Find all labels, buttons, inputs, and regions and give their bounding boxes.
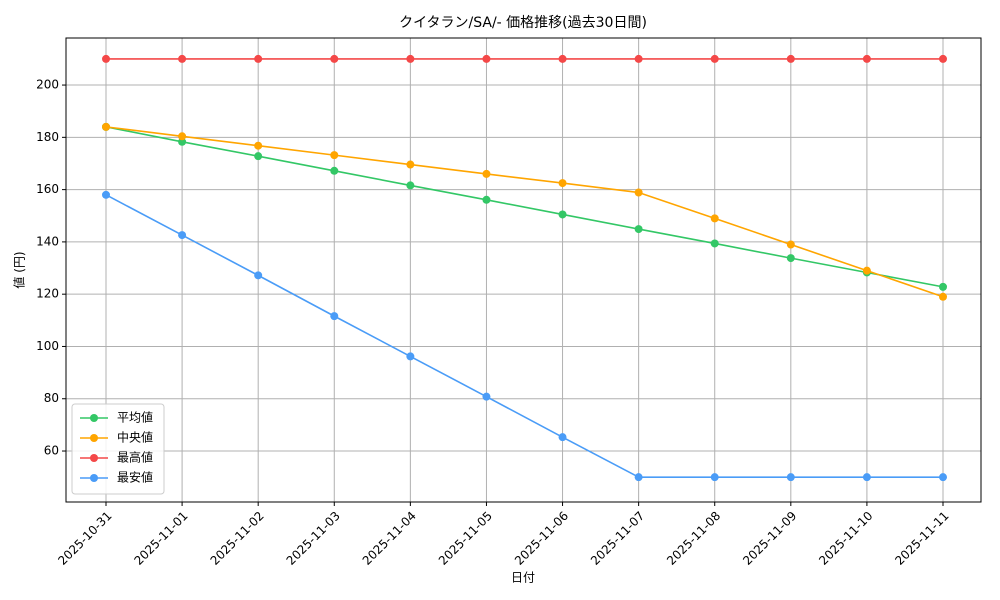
data-point — [406, 54, 415, 63]
legend-box — [71, 403, 165, 495]
legend-label: 平均値 — [117, 410, 153, 425]
data-point — [634, 54, 643, 63]
y-tick-label: 140 — [36, 234, 59, 248]
series-line — [105, 126, 944, 288]
plot-frame — [65, 37, 982, 503]
data-point — [786, 473, 795, 482]
data-point — [939, 54, 947, 63]
data-point — [634, 225, 643, 234]
data-point — [939, 282, 947, 291]
data-point — [254, 152, 263, 161]
data-point — [862, 473, 871, 482]
data-point — [254, 54, 263, 63]
x-axis-label: 日付 — [511, 571, 535, 585]
series-line — [105, 194, 943, 478]
legend-marker — [90, 434, 98, 442]
y-tick-label: 100 — [36, 339, 59, 353]
legend-label: 最安値 — [117, 470, 153, 485]
legend-label: 中央値 — [117, 430, 153, 445]
y-tick-label: 120 — [36, 287, 59, 301]
data-point — [102, 54, 110, 63]
data-point — [862, 266, 871, 275]
data-point — [482, 392, 491, 401]
data-point — [558, 210, 567, 219]
data-point — [330, 151, 339, 160]
data-point — [406, 181, 415, 190]
data-point — [558, 54, 567, 63]
data-point — [710, 239, 719, 248]
data-point — [558, 179, 567, 188]
legend-marker — [90, 454, 98, 462]
data-point — [178, 54, 187, 63]
chart-title: クイタラン/SA/- 価格推移(過去30日間) — [399, 15, 647, 31]
legend-marker — [90, 474, 98, 482]
data-point — [102, 122, 110, 131]
data-point — [254, 271, 263, 280]
data-point — [178, 231, 187, 240]
data-point — [634, 473, 643, 482]
data-point — [254, 141, 263, 150]
data-point — [939, 292, 947, 301]
data-point — [634, 188, 643, 197]
data-point — [330, 166, 339, 175]
data-point — [482, 195, 491, 204]
legend-marker — [90, 414, 98, 422]
data-point — [330, 54, 339, 63]
data-point — [710, 473, 719, 482]
series-line — [105, 126, 944, 298]
data-point — [558, 433, 567, 442]
y-axis-label: 値 (円) — [12, 251, 27, 288]
data-point — [178, 132, 187, 141]
y-tick-label: 200 — [36, 78, 59, 92]
y-tick-label: 80 — [44, 391, 59, 405]
data-point — [862, 54, 871, 63]
data-point — [482, 169, 491, 178]
data-point — [710, 214, 719, 223]
data-point — [406, 160, 415, 169]
y-tick-label: 160 — [36, 182, 59, 196]
y-tick-label: 60 — [44, 444, 59, 458]
data-point — [786, 54, 795, 63]
y-tick-label: 180 — [36, 130, 59, 144]
data-point — [406, 352, 415, 361]
data-point — [710, 54, 719, 63]
data-point — [786, 240, 795, 249]
data-point — [786, 254, 795, 263]
data-point — [482, 54, 491, 63]
data-point — [330, 312, 339, 321]
legend-label: 最高値 — [117, 450, 153, 465]
data-point — [102, 190, 110, 199]
data-point — [939, 473, 947, 482]
data-point — [178, 137, 187, 146]
